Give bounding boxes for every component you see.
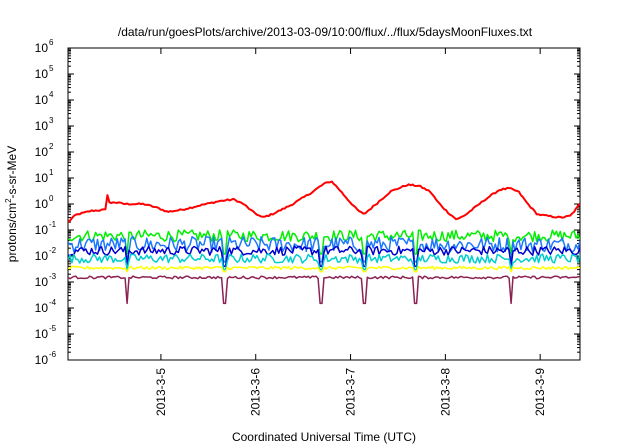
x-axis-label: Coordinated Universal Time (UTC) [232, 430, 416, 444]
y-tick-exponent: 2 [49, 142, 54, 151]
series-line-6 [68, 265, 580, 273]
y-tick-label: 10 [35, 223, 49, 237]
series-line-4 [68, 245, 580, 268]
y-tick-label: 10 [35, 301, 49, 315]
y-tick-label: 10 [35, 249, 49, 263]
y-tick-exponent: 5 [49, 64, 54, 73]
y-tick-label: 10 [35, 171, 49, 185]
y-tick-label: 10 [35, 119, 49, 133]
y-tick-exponent: -4 [49, 298, 57, 307]
y-axis-label: protons/cm2-s-sr-MeV [4, 146, 19, 262]
y-tick-exponent: 3 [49, 116, 54, 125]
y-tick-label: 10 [35, 41, 49, 55]
y-tick-exponent: -5 [49, 324, 57, 333]
x-axis: 2013-3-5 2013-3-6 2013-3-7 2013-3-8 2013-3-9 [154, 48, 547, 416]
y-tick-label: 10 [35, 275, 49, 289]
series-line-2 [68, 229, 580, 255]
y-tick-exponent: -2 [49, 246, 57, 255]
y-tick-exponent: 6 [49, 38, 54, 47]
y-tick-label: 10 [35, 197, 49, 211]
y-tick-label: 10 [35, 67, 49, 81]
x-tick-label: 2013-3-5 [154, 368, 168, 416]
y-tick-exponent: 4 [49, 90, 54, 99]
x-tick-label: 2013-3-9 [533, 368, 547, 416]
chart-title: /data/run/goesPlots/archive/2013-03-09/1… [118, 25, 533, 39]
y-tick-label: 10 [35, 93, 49, 107]
y-tick-exponent: 0 [49, 194, 54, 203]
y-tick-exponent: 1 [49, 168, 54, 177]
x-tick-label: 2013-3-6 [249, 368, 263, 416]
x-tick-label: 2013-3-8 [438, 368, 452, 416]
y-axis: 10 -610 -510 -410 -310 -210 -110 010 110 210 310 41… [35, 38, 580, 367]
y-tick-label: 10 [35, 353, 49, 367]
y-tick-exponent: -3 [49, 272, 57, 281]
y-tick-exponent: -1 [49, 220, 57, 229]
x-tick-label: 2013-3-7 [344, 368, 358, 416]
series-line-7 [68, 275, 580, 305]
y-tick-exponent: -6 [49, 350, 57, 359]
series-line-5 [68, 253, 580, 271]
y-tick-label: 10 [35, 145, 49, 159]
series-layer [68, 180, 580, 305]
series-line-3 [68, 235, 580, 263]
y-tick-label: 10 [35, 327, 49, 341]
series-line-1 [68, 180, 580, 223]
